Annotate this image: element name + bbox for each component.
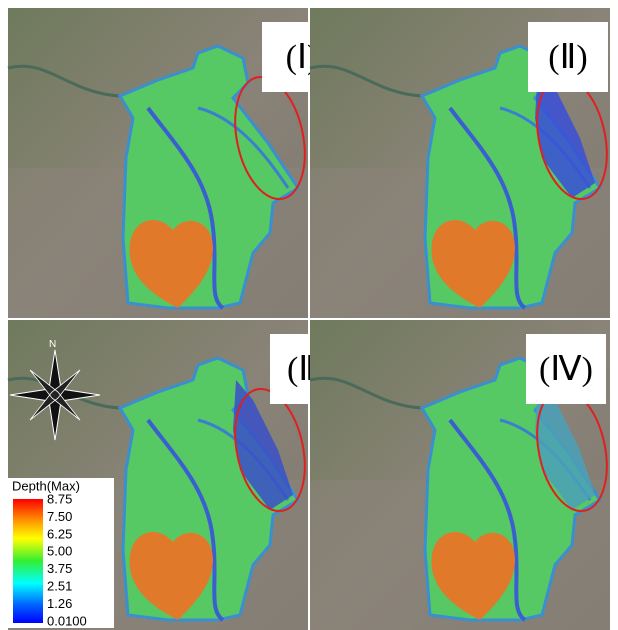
map-panel: (Ⅱ) [308, 6, 612, 320]
map-panel: (Ⅳ) [308, 318, 612, 630]
highlight-circle [234, 75, 306, 201]
legend-label: 8.75 [47, 491, 72, 506]
legend-label: 1.26 [47, 596, 72, 611]
legend-label: 7.50 [47, 509, 72, 524]
legend-label: 5.00 [47, 544, 72, 559]
label-box [526, 334, 606, 404]
legend-label: 3.75 [47, 561, 72, 576]
flood-area [233, 380, 293, 510]
compass-north: N [49, 339, 56, 350]
panel-label: (Ⅱ) [548, 39, 587, 76]
legend-label: 0.0100 [47, 613, 87, 628]
compass: N [9, 339, 101, 441]
compass-rose-diag [29, 369, 81, 421]
label-box [528, 22, 608, 92]
panel-label: (Ⅳ) [539, 351, 593, 388]
flood-area [535, 68, 595, 198]
highlight-circle [234, 387, 306, 513]
map-panel: (Ⅰ) [6, 6, 342, 320]
flood-area [535, 380, 595, 510]
legend-title: Depth(Max) [12, 478, 80, 493]
legend-colorbar [13, 499, 43, 623]
legend-label: 2.51 [47, 579, 72, 594]
legend-label: 6.25 [47, 526, 72, 541]
